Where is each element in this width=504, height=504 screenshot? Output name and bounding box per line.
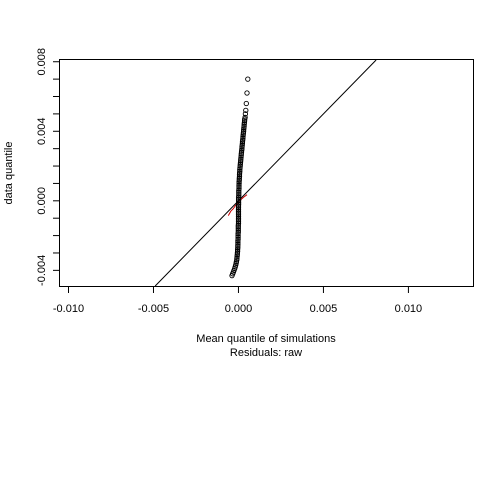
x-tick-label: -0.010 [53, 303, 84, 315]
data-point [236, 172, 243, 178]
data-point [235, 199, 242, 206]
data-point [234, 257, 240, 263]
data-point [235, 212, 242, 218]
data-point [235, 236, 241, 242]
data-point [237, 165, 243, 171]
data-point [236, 182, 242, 188]
data-point [240, 128, 247, 134]
x-axis: -0.010 -0.005 0.000 0.005 0.010 [53, 286, 422, 315]
data-point [235, 215, 242, 221]
data-point [234, 252, 240, 258]
data-point [236, 187, 242, 194]
data-point [235, 232, 241, 239]
data-point [234, 250, 241, 256]
data-point [243, 100, 249, 107]
data-point [235, 222, 241, 228]
data-point [236, 184, 242, 190]
data-point [238, 158, 244, 164]
data-point [242, 114, 248, 121]
data-point [235, 220, 242, 227]
data-point [239, 140, 246, 147]
x-tick-label: 0.010 [395, 303, 423, 315]
data-point [237, 168, 243, 174]
x-axis-sublabel: Residuals: raw [230, 347, 302, 359]
y-tick-label: 0.000 [36, 187, 48, 215]
data-point [235, 234, 241, 240]
data-point [242, 111, 249, 117]
data-point [241, 119, 248, 126]
y-axis: -0.004 0.000 0.004 0.008 [36, 48, 60, 286]
data-point [236, 173, 243, 180]
x-tick-label: -0.005 [138, 303, 169, 315]
data-point [235, 245, 241, 251]
data-point [235, 219, 242, 225]
data-point [239, 146, 245, 152]
data-point [240, 132, 246, 138]
data-point [236, 189, 242, 195]
data-point [240, 135, 246, 141]
data-point [234, 248, 241, 254]
data-point [235, 206, 242, 213]
data-point [235, 243, 241, 249]
data-point [235, 227, 241, 234]
data-point [234, 255, 240, 261]
data-point [237, 163, 243, 169]
points-layer [229, 76, 251, 279]
data-point [236, 185, 242, 192]
data-point [240, 137, 246, 143]
data-point [235, 201, 242, 207]
data-point [237, 159, 244, 166]
data-point [235, 229, 241, 235]
plot-frame [59, 59, 474, 287]
data-point [235, 239, 241, 246]
data-point [241, 118, 248, 124]
reference-line [154, 59, 377, 287]
data-point [236, 177, 242, 183]
x-tick-label: 0.005 [310, 303, 338, 315]
y-tick-label: 0.008 [36, 48, 48, 76]
data-point [243, 107, 249, 114]
data-point [236, 192, 242, 199]
x-axis-label: Mean quantile of simulations [196, 333, 336, 345]
data-point [241, 123, 247, 129]
data-point [235, 241, 241, 247]
data-point [238, 151, 244, 157]
data-point [235, 208, 242, 214]
data-point [235, 217, 242, 223]
data-point [235, 210, 242, 216]
data-point [235, 224, 241, 230]
data-point [236, 180, 242, 187]
data-point [235, 203, 242, 209]
data-point [235, 213, 242, 220]
y-tick-label: 0.004 [36, 118, 48, 146]
data-point [238, 154, 244, 161]
data-point [235, 198, 242, 204]
data-point [238, 152, 244, 159]
data-point [244, 90, 250, 96]
data-point [239, 142, 245, 148]
data-point [235, 196, 242, 202]
y-tick-label: -0.004 [36, 255, 48, 286]
data-point [235, 225, 241, 232]
data-point [236, 191, 242, 197]
data-point [235, 205, 242, 211]
y-axis-label: data quantile [3, 142, 15, 205]
data-point [245, 76, 251, 82]
x-tick-label: 0.000 [225, 303, 253, 315]
